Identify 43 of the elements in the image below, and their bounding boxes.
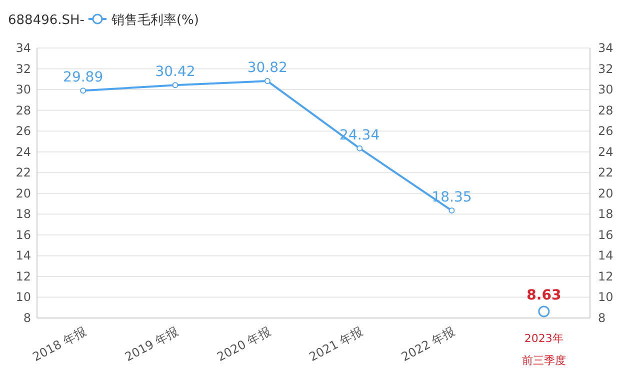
y-tick-label: 12 — [16, 269, 31, 284]
y-tick-label: 10 — [16, 290, 31, 304]
y-tick-label: 32 — [16, 62, 31, 76]
y-tick-label: 34 — [16, 41, 31, 55]
point — [538, 306, 550, 318]
point — [264, 78, 270, 84]
y2-tick-label: 18 — [598, 207, 614, 222]
data-label: 24.34 — [340, 127, 380, 144]
y2-tick-label: 28 — [598, 103, 614, 118]
y-tick-label: 22 — [16, 166, 31, 180]
legend-label: 销售毛利率(%) — [110, 12, 199, 28]
y-tick-label: 28 — [16, 103, 31, 118]
y-tick-label: 16 — [16, 228, 31, 242]
y2-tick-label: 30 — [598, 82, 614, 97]
point — [172, 82, 178, 88]
point — [448, 208, 455, 214]
y2-tick-label: 16 — [598, 228, 614, 242]
y2-tick-label: 34 — [598, 41, 614, 55]
x-tick-label: 2023年前三季度 — [522, 332, 566, 367]
y2-tick-label: 8 — [598, 311, 606, 325]
y2-tick-label: 22 — [598, 166, 614, 180]
y-tick-label: 30 — [16, 82, 31, 97]
data-label: 29.89 — [63, 70, 104, 86]
y2-tick-label: 32 — [598, 62, 614, 76]
point — [356, 145, 363, 152]
y-tick-label: 8 — [23, 311, 31, 325]
y-tick-label: 18 — [16, 207, 31, 222]
y-tick-label: 20 — [16, 186, 31, 200]
y2-tick-label: 20 — [598, 186, 614, 200]
y-tick-label: 26 — [16, 124, 31, 138]
y-tick-label: 24 — [16, 144, 31, 159]
y2-tick-label: 26 — [598, 124, 614, 138]
data-label: 8.63 — [526, 287, 562, 304]
data-label: 30.42 — [155, 64, 196, 80]
y2-tick-label: 12 — [598, 269, 614, 284]
data-label: 18.35 — [432, 190, 472, 206]
chart-title: 688496.SH- — [8, 13, 85, 28]
y-tick-label: 14 — [16, 248, 31, 263]
y2-tick-label: 14 — [598, 248, 614, 263]
point — [80, 88, 86, 94]
y2-tick-label: 24 — [598, 144, 614, 159]
data-label: 30.82 — [247, 60, 288, 76]
y2-tick-label: 10 — [598, 290, 614, 304]
